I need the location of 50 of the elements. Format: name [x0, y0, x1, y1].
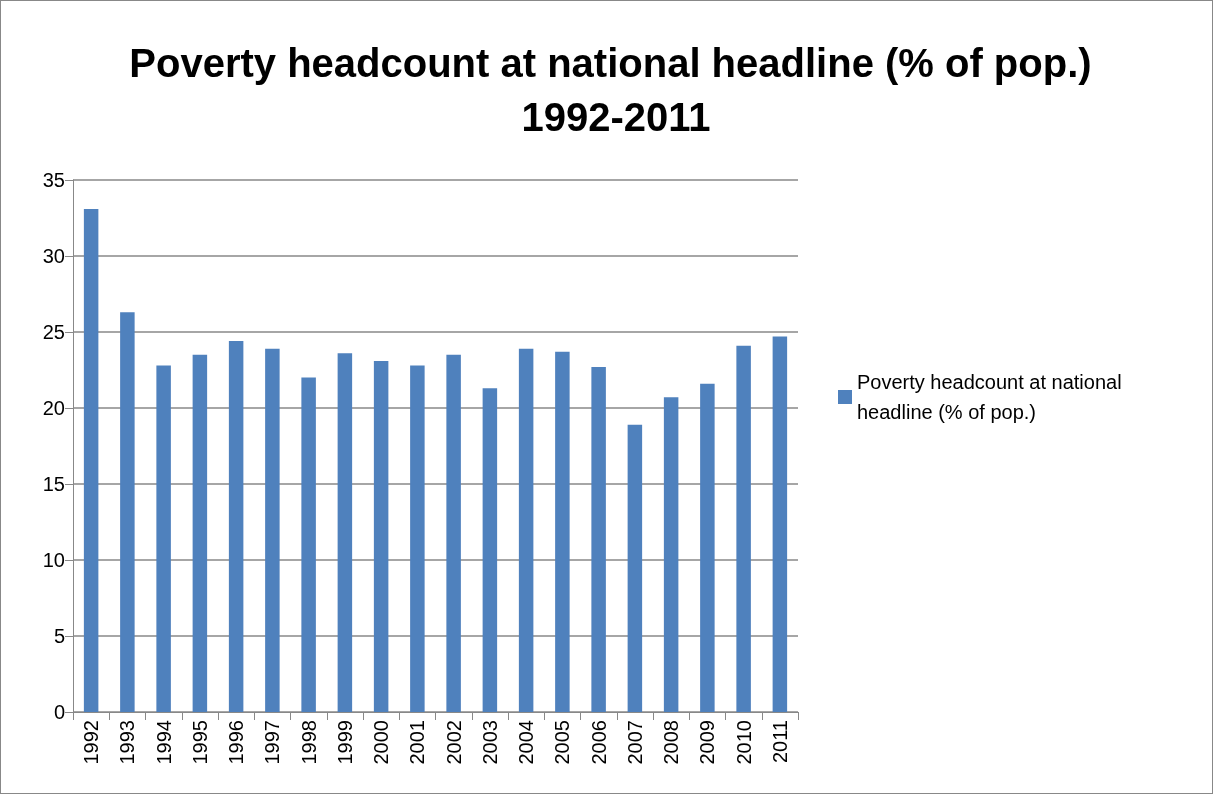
- bar: [83, 208, 99, 712]
- y-tick-label: 20: [42, 397, 65, 419]
- legend-label: Poverty headcount at national headline (% of pop.): [857, 371, 1128, 423]
- x-tick-label: 2006: [587, 720, 610, 765]
- bar: [482, 388, 498, 712]
- bar: [772, 336, 788, 712]
- x-tick-label: 2011: [768, 720, 791, 764]
- x-tick-label: 1996: [225, 720, 248, 765]
- x-tick-label: 2010: [732, 720, 755, 765]
- x-tick-label: 2004: [515, 720, 538, 765]
- y-tick-label: 25: [42, 321, 65, 343]
- x-tick-label: 2008: [660, 720, 683, 765]
- bar: [337, 353, 353, 712]
- y-tick-label: 15: [42, 473, 65, 495]
- x-tick-label: 2001: [406, 720, 429, 765]
- x-tick-label: 2002: [442, 720, 465, 765]
- chart-title: Poverty headcount at national headline (% of pop.) 1992-2011: [129, 41, 1103, 139]
- bar: [736, 345, 751, 712]
- bar: [663, 397, 679, 712]
- y-tick-label: 35: [42, 169, 65, 191]
- x-tick-label: 1994: [152, 720, 175, 765]
- y-tick-label: 5: [53, 625, 65, 647]
- x-tick-label: 2007: [623, 720, 646, 765]
- bar: [301, 377, 316, 712]
- x-tick-label: 1992: [80, 720, 103, 765]
- bar: [410, 365, 425, 712]
- y-tick-label: 10: [42, 549, 65, 571]
- x-tick-label: 1999: [333, 720, 356, 765]
- bar: [627, 424, 643, 712]
- bar: [120, 312, 135, 712]
- bar: [156, 365, 171, 712]
- x-tick-label: 2009: [696, 720, 719, 765]
- bar: [446, 354, 461, 712]
- bar: [518, 348, 534, 712]
- y-tick-label: 0: [53, 701, 65, 723]
- x-tick-label: 2003: [478, 720, 501, 765]
- bar: [373, 360, 389, 712]
- bar: [265, 348, 280, 712]
- x-tick-label: 2005: [551, 720, 574, 765]
- bar: [591, 366, 606, 712]
- x-tick-label: 1997: [261, 720, 284, 765]
- bar: [228, 341, 244, 712]
- x-tick-label: 1993: [116, 720, 139, 765]
- x-tick-label: 2000: [370, 720, 393, 765]
- bar: [192, 354, 208, 712]
- x-tick-label: 1995: [188, 720, 211, 765]
- y-tick-label: 30: [42, 245, 65, 267]
- bar: [555, 351, 570, 712]
- x-tick-label: 1998: [297, 720, 320, 765]
- bar: [700, 383, 715, 712]
